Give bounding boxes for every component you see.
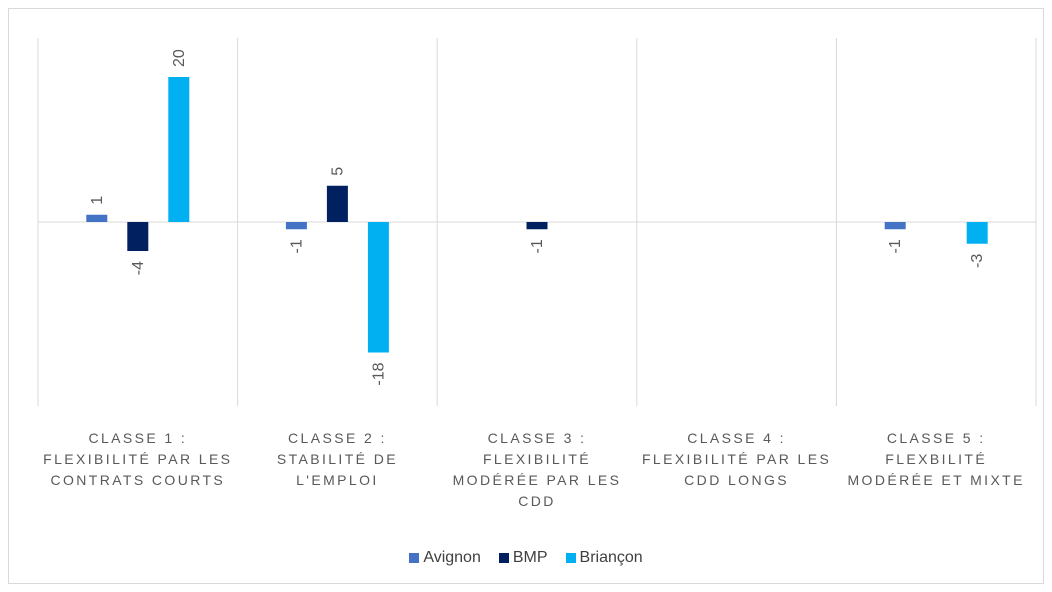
legend-item: BMP: [498, 549, 548, 567]
bar-bmp-2: [326, 185, 348, 222]
category-label-1: Classe 1 : Flexibilité par les contrats …: [43, 430, 233, 488]
data-label: -1: [288, 239, 305, 253]
legend-label: Avignon: [423, 549, 481, 566]
category-label-2: Classe 2 : Stabilité de l'emploi: [276, 430, 398, 488]
bar-avignon-1: [86, 214, 108, 222]
data-label: 5: [329, 167, 346, 176]
bar-bmp-1: [127, 222, 149, 251]
bar-avignon-2: [285, 222, 307, 230]
data-label: 1: [89, 196, 106, 205]
data-label: -1: [529, 239, 546, 253]
legend-swatch: [409, 553, 420, 563]
category-label-3: Classe 3 : Flexibilité modérée par les C…: [452, 430, 622, 509]
legend-label: BMP: [512, 549, 548, 566]
category-label-4: Classe 4 : Flexibilité par les CDD longs: [641, 430, 832, 488]
data-label: -4: [130, 261, 147, 275]
data-label: -18: [370, 362, 387, 385]
bar-brianon-5: [966, 222, 988, 244]
data-label: -3: [969, 254, 986, 268]
legend-swatch: [498, 553, 509, 563]
legend: Avignon BMP Briançon: [0, 549, 1052, 567]
data-label: -1: [887, 239, 904, 253]
bar-brianon-1: [168, 77, 190, 222]
legend-item: Briançon: [565, 549, 643, 567]
bar-avignon-5: [884, 222, 906, 230]
bar-bmp-3: [526, 222, 548, 230]
bar-brianon-2: [367, 222, 389, 353]
legend-label: Briançon: [579, 549, 643, 566]
category-label-5: Classe 5 : Flexbilité modérée et mixte: [847, 430, 1025, 488]
legend-item: Avignon: [409, 549, 481, 567]
legend-swatch: [565, 553, 576, 563]
data-label: 20: [171, 49, 188, 67]
